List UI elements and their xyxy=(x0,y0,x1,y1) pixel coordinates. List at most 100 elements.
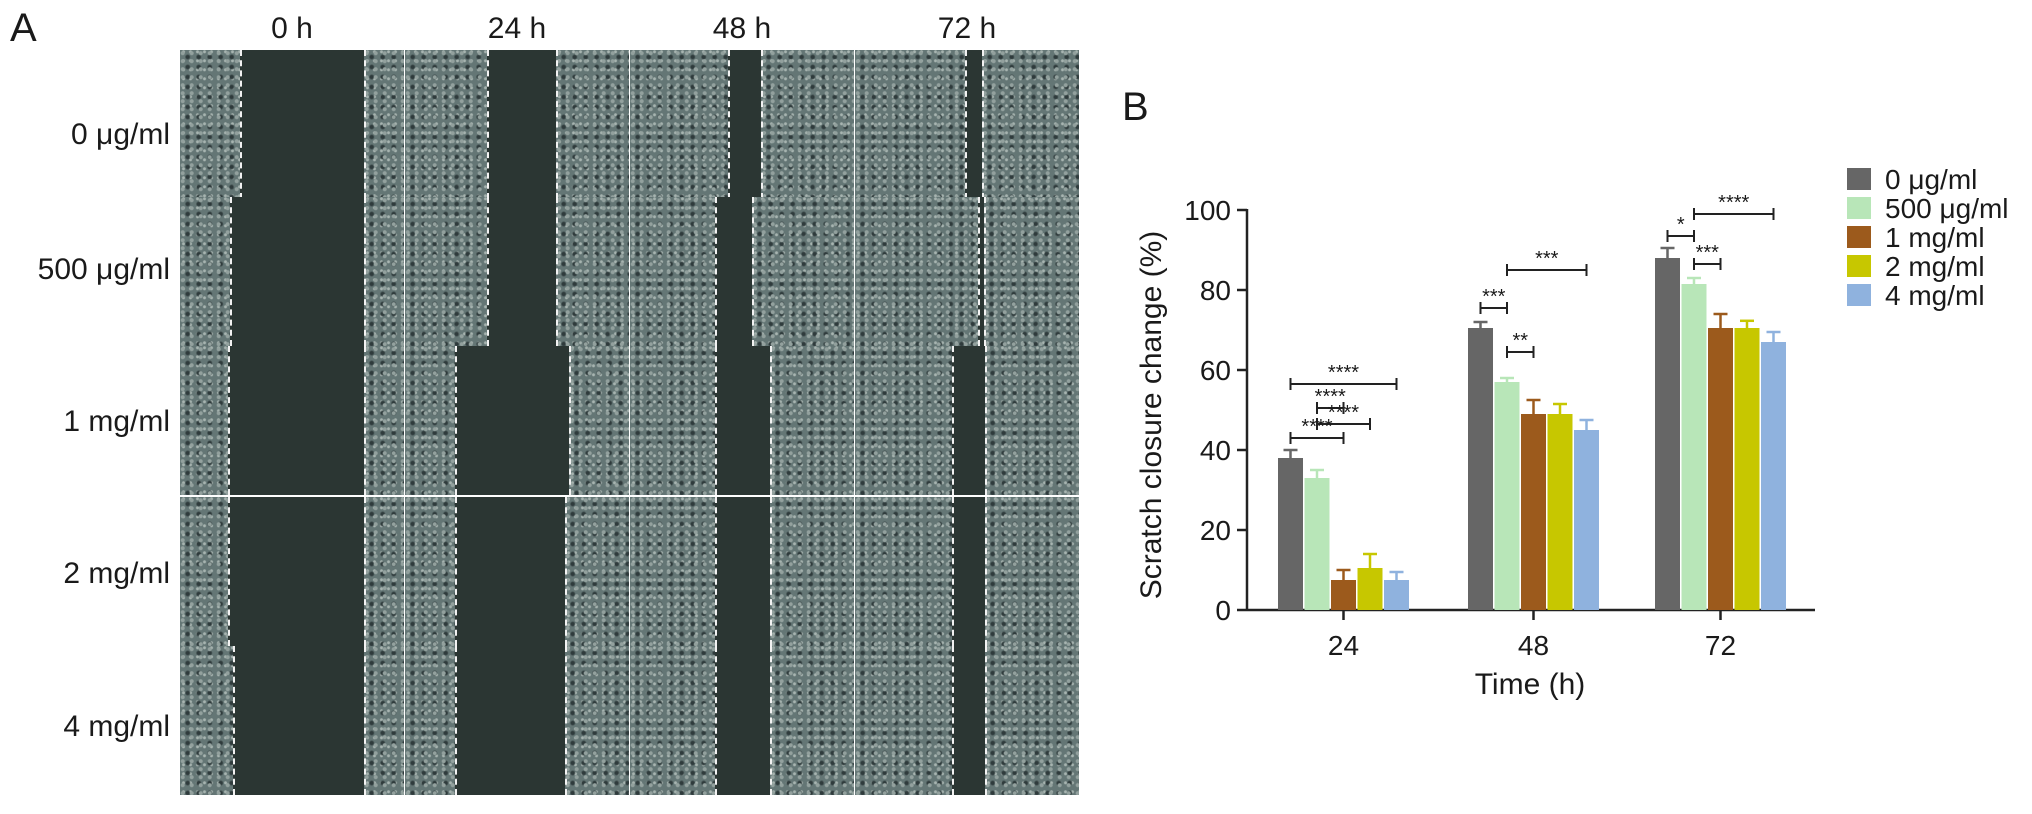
bar xyxy=(1331,580,1356,610)
cell-monolayer-left xyxy=(405,197,487,346)
gap-edge-line xyxy=(569,346,571,495)
cell-monolayer-right xyxy=(770,497,854,646)
cell-monolayer-left xyxy=(855,197,978,346)
y-tick-label: 40 xyxy=(1200,435,1231,466)
cell-monolayer-right xyxy=(984,197,1079,346)
bar xyxy=(1655,258,1680,610)
legend-label: 2 mg/ml xyxy=(1885,251,1985,282)
legend-label: 0 μg/ml xyxy=(1885,164,1977,195)
cell-monolayer-left xyxy=(630,346,715,495)
scratch-gap xyxy=(455,646,565,795)
micrograph-tile xyxy=(630,197,854,346)
significance-label: *** xyxy=(1696,242,1720,264)
scratch-gap xyxy=(715,197,752,346)
cell-monolayer-right xyxy=(770,646,854,795)
gap-edge-line xyxy=(364,497,366,646)
cell-monolayer-right xyxy=(569,346,629,495)
legend-swatch xyxy=(1847,197,1871,219)
scratch-gap xyxy=(952,346,985,495)
gap-edge-line xyxy=(965,50,967,199)
gap-edge-line xyxy=(240,50,242,199)
micrograph-tile xyxy=(180,50,404,199)
micrograph-tile xyxy=(855,497,1079,646)
gap-edge-line xyxy=(487,50,489,199)
micrograph-tile xyxy=(855,646,1079,795)
x-tick-label: 72 xyxy=(1705,630,1736,661)
cell-monolayer-left xyxy=(405,346,455,495)
column-label-72h: 72 h xyxy=(937,12,997,45)
gap-edge-line xyxy=(715,197,717,346)
scratch-gap xyxy=(487,197,556,346)
legend-label: 500 μg/ml xyxy=(1885,193,2009,224)
significance-brackets: ******************************** xyxy=(1289,192,1775,444)
micrograph-tile xyxy=(405,197,629,346)
gap-edge-line xyxy=(565,646,567,795)
gap-edge-line xyxy=(770,646,772,795)
bar xyxy=(1521,414,1546,610)
cell-monolayer-right xyxy=(364,197,404,346)
cell-monolayer-left xyxy=(630,50,728,199)
x-tick-label: 24 xyxy=(1328,630,1359,661)
gap-edge-line xyxy=(985,497,987,646)
gap-edge-line xyxy=(364,346,366,495)
bar xyxy=(1734,328,1760,610)
scratch-gap xyxy=(978,197,984,346)
cell-monolayer-right xyxy=(985,497,1079,646)
micrograph-tile xyxy=(405,346,629,495)
micrograph-tile xyxy=(180,197,404,346)
scratch-gap xyxy=(965,50,982,199)
bar xyxy=(1708,328,1733,610)
gap-edge-line xyxy=(985,646,987,795)
micrograph-tile xyxy=(630,346,854,495)
micrograph-tile xyxy=(630,50,854,199)
row-label-1mgml: 1 mg/ml xyxy=(63,405,170,438)
scratch-gap xyxy=(715,346,770,495)
bar xyxy=(1574,430,1599,610)
row-label-2mgml: 2 mg/ml xyxy=(63,557,170,590)
gap-edge-line xyxy=(978,197,980,346)
scratch-gap xyxy=(228,346,364,495)
bar xyxy=(1278,458,1303,610)
cell-monolayer-right xyxy=(565,497,629,646)
gap-edge-line xyxy=(228,346,230,495)
micrograph-tile xyxy=(180,346,404,495)
gap-edge-line xyxy=(455,497,457,646)
gap-edge-line xyxy=(364,197,366,346)
gap-edge-line xyxy=(770,346,772,495)
significance-label: ** xyxy=(1512,330,1528,352)
gap-edge-line xyxy=(984,197,986,346)
cell-monolayer-right xyxy=(364,346,404,495)
cell-monolayer-right xyxy=(364,50,404,199)
micrograph-tile xyxy=(855,197,1079,346)
scratch-gap xyxy=(487,50,556,199)
significance-label: *** xyxy=(1535,248,1559,270)
cell-monolayer-left xyxy=(855,346,952,495)
micrograph-tile xyxy=(855,50,1079,199)
row-label-4mgml: 4 mg/ml xyxy=(63,710,170,743)
column-label-0h: 0 h xyxy=(271,12,313,45)
cell-monolayer-left xyxy=(855,50,965,199)
scratch-gap xyxy=(715,497,770,646)
gap-edge-line xyxy=(455,346,457,495)
cell-monolayer-right xyxy=(752,197,854,346)
gap-edge-line xyxy=(952,646,954,795)
row-label-0ugml: 0 μg/ml xyxy=(71,118,170,151)
cell-monolayer-left xyxy=(630,646,715,795)
cell-monolayer-right xyxy=(565,646,629,795)
legend-swatch xyxy=(1847,168,1871,190)
bar xyxy=(1761,342,1786,610)
micrograph-tile xyxy=(405,50,629,199)
micrograph-tile xyxy=(855,346,1079,495)
gap-edge-line xyxy=(715,346,717,495)
gap-edge-line xyxy=(228,497,230,646)
y-tick-label: 0 xyxy=(1215,595,1231,626)
gap-edge-line xyxy=(982,50,984,199)
gap-edge-line xyxy=(233,646,235,795)
gap-edge-line xyxy=(230,197,232,346)
cell-monolayer-left xyxy=(405,646,455,795)
chart-bars xyxy=(1278,246,1786,610)
cell-monolayer-right xyxy=(761,50,854,199)
gap-edge-line xyxy=(752,197,754,346)
row-label-500ugml: 500 μg/ml xyxy=(37,253,170,286)
